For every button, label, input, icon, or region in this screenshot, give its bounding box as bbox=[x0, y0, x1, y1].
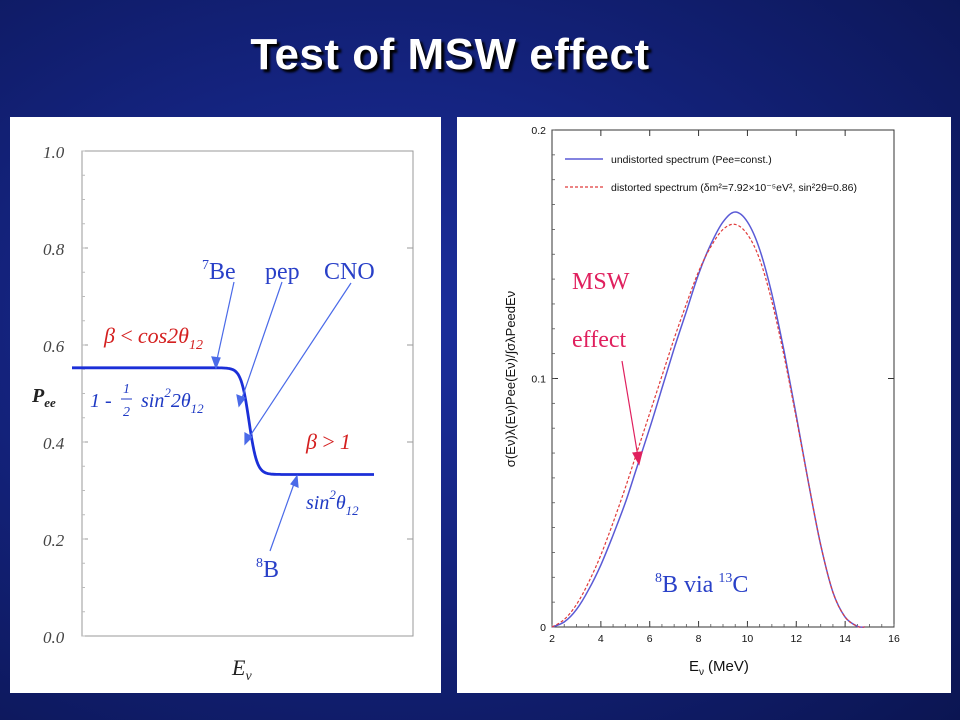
spectrum-x-tick-label: 6 bbox=[647, 633, 653, 645]
spectrum-x-tick-label: 10 bbox=[742, 633, 754, 645]
spectrum-x-tick-label: 12 bbox=[790, 633, 802, 645]
msw-label: MSW bbox=[572, 269, 630, 295]
svg-text:1: 1 bbox=[123, 382, 130, 397]
spectrum-x-label: Eν (MeV) bbox=[689, 658, 749, 678]
distorted-spectrum-line bbox=[551, 223, 865, 628]
spectrum-legend: undistorted spectrum (Pee=const.) distor… bbox=[565, 154, 857, 194]
pep-arrow bbox=[240, 281, 283, 402]
cno-label: CNO bbox=[324, 259, 375, 285]
b8-arrowhead bbox=[290, 474, 299, 488]
pee-x-label: Eν bbox=[231, 655, 252, 684]
pee-y-ticks: 0.0 0.2 0.4 0.6 0.8 1.0 bbox=[43, 143, 413, 647]
svg-text:sin22θ12: sin22θ12 bbox=[141, 385, 204, 416]
pee-y-label: Pee bbox=[31, 385, 56, 410]
spectrum-y-tick-label: 0.2 bbox=[531, 125, 546, 137]
effect-label: effect bbox=[572, 327, 627, 353]
pee-plot-frame bbox=[81, 150, 414, 637]
pee-y-tick-label: 0.4 bbox=[43, 434, 65, 453]
spectrum-x-tick-label: 14 bbox=[839, 633, 851, 645]
pee-curve bbox=[72, 366, 374, 476]
pee-chart: 0.0 0.2 0.4 0.6 0.8 1.0 Pee Eν 7Be pep CNO 8B… bbox=[31, 143, 414, 684]
spectrum-axes: 2 4 6 8 10 12 14 16 0 0.1 0.2 bbox=[531, 125, 900, 645]
spectrum-x-tick-label: 16 bbox=[888, 633, 900, 645]
spectrum-plot-frame bbox=[551, 129, 895, 628]
spectrum-chart-panel: 2 4 6 8 10 12 14 16 0 0.1 0.2 undistorted spectrum… bbox=[457, 117, 951, 693]
svg-text:1 -: 1 - bbox=[90, 390, 112, 412]
be7-arrow bbox=[215, 281, 235, 365]
pee-arrows bbox=[211, 281, 352, 552]
pee-y-tick-label: 0.0 bbox=[43, 628, 65, 647]
cno-arrow bbox=[247, 282, 352, 440]
be7-arrowhead bbox=[211, 356, 221, 370]
pee-y-tick-label: 1.0 bbox=[43, 143, 65, 162]
msw-arrow bbox=[621, 360, 643, 466]
pee-y-tick-label: 0.2 bbox=[43, 531, 65, 550]
legend-undistorted-label: undistorted spectrum (Pee=const.) bbox=[611, 154, 772, 166]
pee-y-tick-label: 0.6 bbox=[43, 337, 65, 356]
formula-high: sin2θ12 bbox=[306, 487, 359, 518]
spectrum-y-label: σ(Eν)λ(Eν)Pee(Eν)/∫σλPeedEν bbox=[503, 291, 518, 467]
svg-text:2: 2 bbox=[123, 405, 130, 420]
pep-label: pep bbox=[265, 259, 300, 285]
spectrum-series bbox=[551, 211, 865, 628]
beta-high-condition: β >1 bbox=[305, 429, 351, 454]
spectrum-x-tick-label: 4 bbox=[598, 633, 604, 645]
spectrum-x-tick-label: 2 bbox=[549, 633, 555, 645]
be7-label: 7Be bbox=[202, 258, 236, 285]
cno-arrowhead bbox=[244, 431, 253, 446]
formula-low: 1 - 1 2 sin22θ12 bbox=[90, 382, 204, 420]
pee-chart-panel: 0.0 0.2 0.4 0.6 0.8 1.0 Pee Eν 7Be pep CNO 8B… bbox=[10, 117, 441, 693]
pep-arrowhead bbox=[236, 394, 246, 408]
spectrum-chart: 2 4 6 8 10 12 14 16 0 0.1 0.2 undistorted spectrum… bbox=[503, 125, 900, 678]
b8-arrow bbox=[269, 480, 296, 552]
legend-distorted-label: distorted spectrum (δm²=7.92×10⁻⁵eV², si… bbox=[611, 182, 857, 194]
b8-via-c13-label: 8B via 13C bbox=[655, 571, 748, 598]
spectrum-y-tick-label: 0 bbox=[540, 622, 546, 634]
beta-low-condition: β < cos2θ12 bbox=[103, 323, 203, 353]
b8-label: 8B bbox=[256, 556, 279, 583]
pee-y-tick-label: 0.8 bbox=[43, 240, 65, 259]
spectrum-y-tick-label: 0.1 bbox=[531, 374, 546, 386]
spectrum-x-tick-label: 8 bbox=[696, 633, 702, 645]
slide-title: Test of MSW effect bbox=[250, 30, 650, 79]
